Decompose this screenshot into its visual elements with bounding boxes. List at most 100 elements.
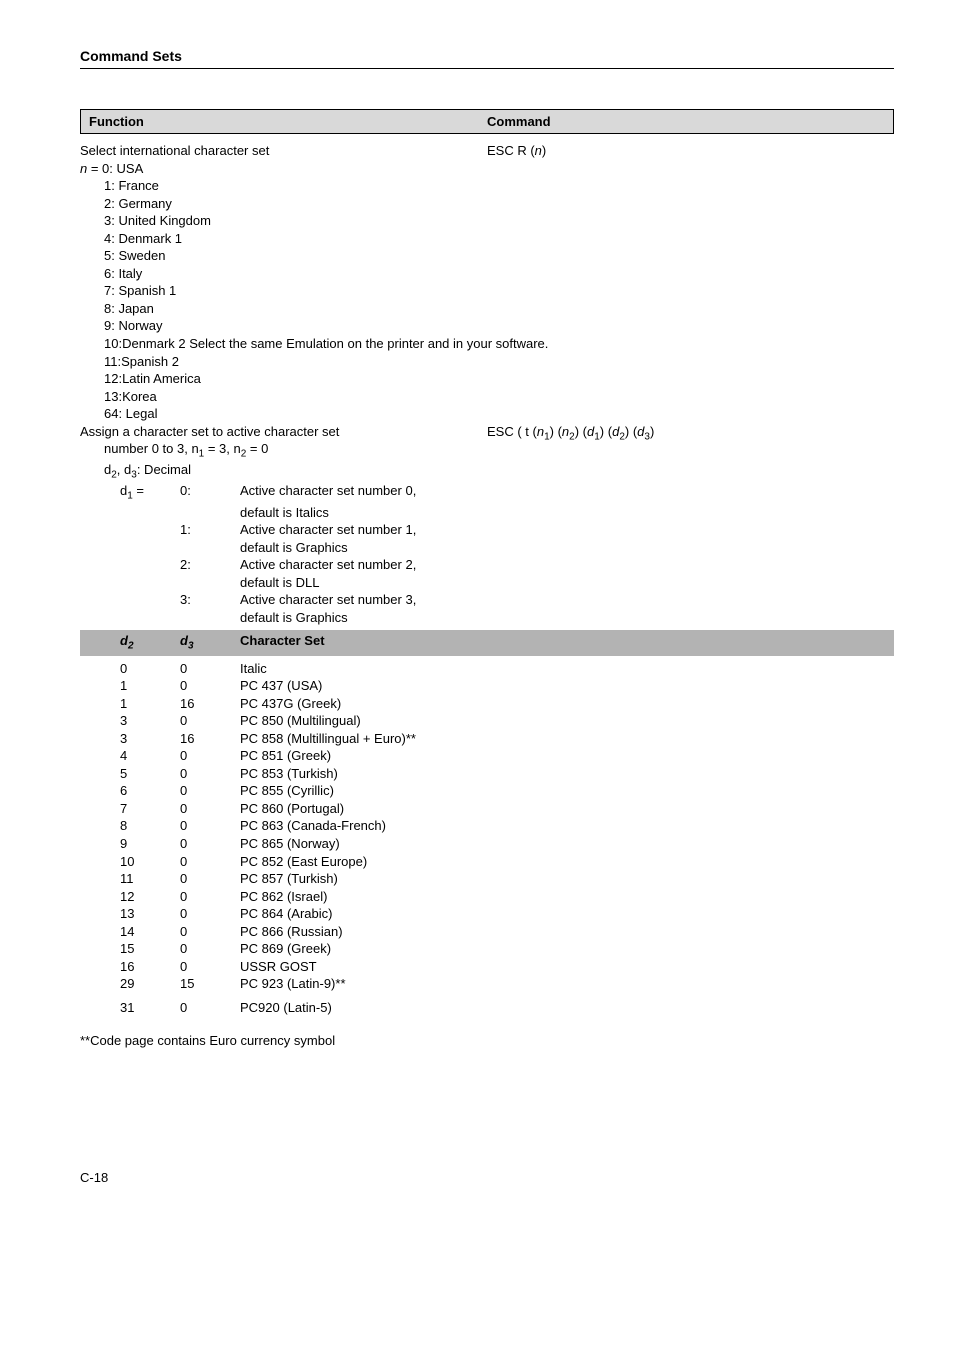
- cell-name: PC 866 (Russian): [240, 923, 894, 941]
- assign-line2-a: number 0 to 3, n: [104, 441, 199, 456]
- cell-name: PC920 (Latin-5): [240, 999, 894, 1017]
- table-row: 70PC 860 (Portugal): [80, 800, 894, 818]
- cell-d2: 1: [120, 677, 180, 695]
- cell-d3: 0: [180, 905, 240, 923]
- cell-name: PC 865 (Norway): [240, 835, 894, 853]
- cmd2-n2-sub: 2: [569, 431, 575, 442]
- table-row: 30PC 850 (Multilingual): [80, 712, 894, 730]
- cmd-prefix: ESC R (: [487, 143, 535, 158]
- empty-cell: [180, 539, 240, 557]
- empty-cell: [180, 609, 240, 627]
- cell-name: PC 860 (Portugal): [240, 800, 894, 818]
- header-function-label: Function: [89, 114, 144, 129]
- cmd2-d1-sub: 1: [594, 431, 600, 442]
- cell-d2: 0: [120, 660, 180, 678]
- cell-d2: 29: [120, 975, 180, 993]
- cell-d2: 1: [120, 695, 180, 713]
- cell-name: PC 858 (Multillingual + Euro)**: [240, 730, 894, 748]
- d1-value-cont: default is Graphics: [240, 609, 894, 627]
- d1-value: Active character set number 3,: [240, 591, 894, 609]
- n-eq-text: = 0: USA: [87, 161, 143, 176]
- d1-value: Active character set number 1,: [240, 521, 894, 539]
- table-row: 90PC 865 (Norway): [80, 835, 894, 853]
- cell-d3: 15: [180, 975, 240, 993]
- list-item: 7: Spanish 1: [104, 282, 894, 300]
- cell-d2: 6: [120, 782, 180, 800]
- cell-d3: 0: [180, 835, 240, 853]
- cell-name: PC 437 (USA): [240, 677, 894, 695]
- cell-d3: 0: [180, 817, 240, 835]
- empty-cell: [180, 574, 240, 592]
- table-row: 116PC 437G (Greek): [80, 695, 894, 713]
- list-item: 4: Denmark 1: [104, 230, 894, 248]
- select-intl-label: Select international character set: [80, 143, 269, 158]
- cell-name: PC 855 (Cyrillic): [240, 782, 894, 800]
- d1-rows-container: d1 =0:Active character set number 0,defa…: [80, 482, 894, 626]
- select-intl-row: Select international character set ESC R…: [80, 142, 894, 160]
- hd2-a: d: [120, 633, 128, 648]
- cell-d3: 0: [180, 853, 240, 871]
- cmd2-d3-sub: 3: [644, 431, 650, 442]
- cell-d2: 16: [120, 958, 180, 976]
- cmd2-n1-sub: 1: [544, 431, 550, 442]
- cell-d3: 0: [180, 747, 240, 765]
- table-row: 00Italic: [80, 660, 894, 678]
- cmd-suffix: ): [542, 143, 546, 158]
- d1-value-cont: default is Italics: [240, 504, 894, 522]
- empty-cell: [180, 504, 240, 522]
- cell-d2: 10: [120, 853, 180, 871]
- cell-d3: 0: [180, 765, 240, 783]
- table-row: 40PC 851 (Greek): [80, 747, 894, 765]
- d1-row-cont: default is Italics: [80, 504, 894, 522]
- d1-key: 1:: [180, 521, 240, 539]
- cell-name: PC 437G (Greek): [240, 695, 894, 713]
- section-title: Command Sets: [80, 48, 894, 69]
- list-item: 6: Italy: [104, 265, 894, 283]
- cell-d3: 0: [180, 660, 240, 678]
- cell-d2: 31: [120, 999, 180, 1017]
- list-item: 64: Legal: [104, 405, 894, 423]
- charset-table-header: d2 d3 Character Set: [80, 630, 894, 655]
- d1-row-cont: default is Graphics: [80, 609, 894, 627]
- cell-d2: 3: [120, 730, 180, 748]
- d1-value-cont: default is Graphics: [240, 539, 894, 557]
- d1-row: 1:Active character set number 1,: [80, 521, 894, 539]
- intl-country-list: 1: France2: Germany3: United Kingdom4: D…: [80, 177, 894, 423]
- list-item: 3: United Kingdom: [104, 212, 894, 230]
- d1-label-cell: d1 =: [120, 482, 180, 503]
- d1-value-cont: default is DLL: [240, 574, 894, 592]
- assign-charset-label: Assign a character set to active charact…: [80, 424, 339, 439]
- d1-key: 3:: [180, 591, 240, 609]
- cell-d3: 0: [180, 888, 240, 906]
- cell-d3: 0: [180, 870, 240, 888]
- function-command-header: Function Command: [80, 109, 894, 134]
- list-item: 12:Latin America: [104, 370, 894, 388]
- assign-line2-c: = 0: [246, 441, 268, 456]
- table-row: 140PC 866 (Russian): [80, 923, 894, 941]
- table-row: 310PC920 (Latin-5): [80, 999, 894, 1017]
- d1-row-cont: default is Graphics: [80, 539, 894, 557]
- cell-d2: 4: [120, 747, 180, 765]
- d1-row: d1 =0:Active character set number 0,: [80, 482, 894, 503]
- cell-d2: 13: [120, 905, 180, 923]
- table-row: 150PC 869 (Greek): [80, 940, 894, 958]
- empty-cell: [120, 574, 180, 592]
- d1-label-cell: [120, 591, 180, 609]
- list-item: 2: Germany: [104, 195, 894, 213]
- list-item: 8: Japan: [104, 300, 894, 318]
- list-item: 1: France: [104, 177, 894, 195]
- cell-d3: 16: [180, 695, 240, 713]
- list-item: 9: Norway: [104, 317, 894, 335]
- cell-d2: 3: [120, 712, 180, 730]
- hd2-b: 2: [128, 641, 134, 652]
- d1-key: 2:: [180, 556, 240, 574]
- cell-name: PC 864 (Arabic): [240, 905, 894, 923]
- cell-name: PC 852 (East Europe): [240, 853, 894, 871]
- table-row: 120PC 862 (Israel): [80, 888, 894, 906]
- select-intl-command: ESC R (n): [487, 142, 546, 160]
- empty-cell: [120, 504, 180, 522]
- cell-d2: 7: [120, 800, 180, 818]
- d1-value: Active character set number 0,: [240, 482, 894, 503]
- cell-name: PC 869 (Greek): [240, 940, 894, 958]
- d1-row: 3:Active character set number 3,: [80, 591, 894, 609]
